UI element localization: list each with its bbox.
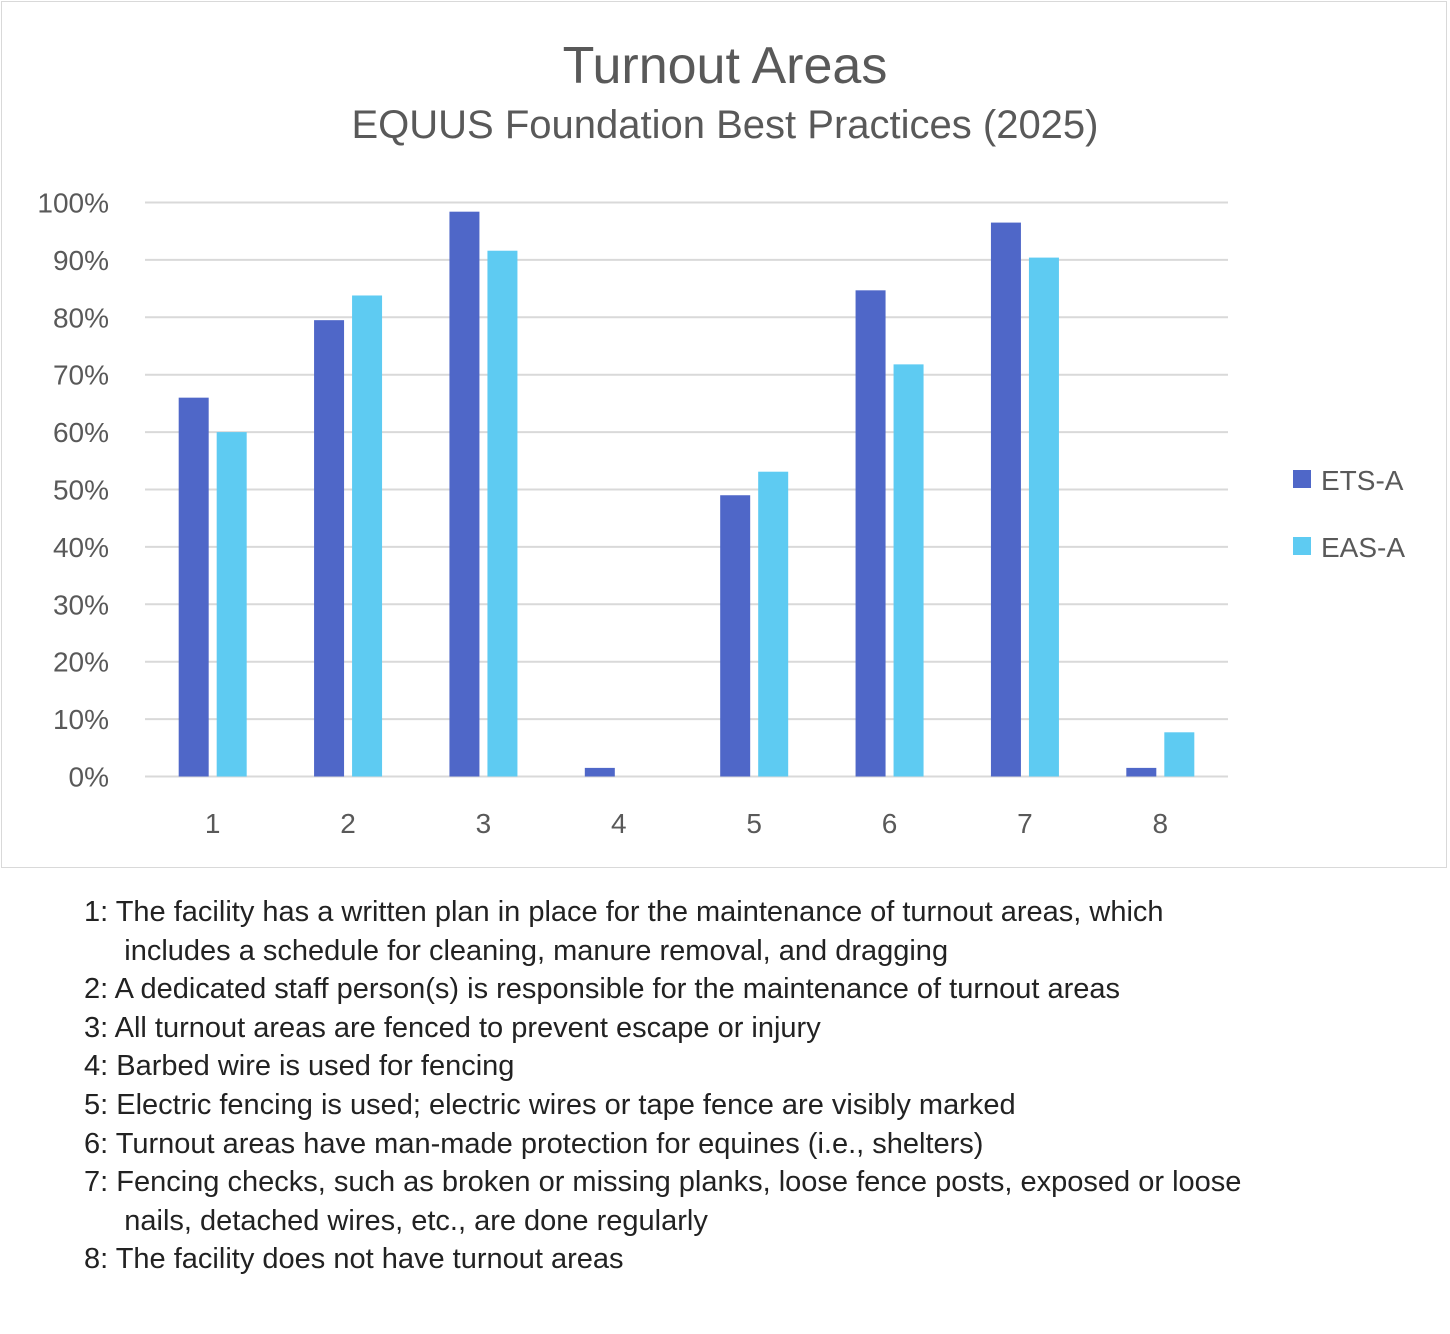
y-tick-label: 10% xyxy=(53,704,109,735)
note-2: 2: A dedicated staff person(s) is respon… xyxy=(84,973,1121,1006)
y-tick-label: 90% xyxy=(53,245,109,276)
x-tick-label: 1 xyxy=(205,808,221,839)
chart-subtitle: EQUUS Foundation Best Practices (2025) xyxy=(351,103,1099,147)
y-tick-label: 60% xyxy=(53,417,109,448)
bar-ets-a-2 xyxy=(314,320,345,777)
bar-eas-a-5 xyxy=(758,471,789,777)
bar-ets-a-1 xyxy=(178,397,209,777)
note-4: 4: Barbed wire is used for fencing xyxy=(84,1050,515,1083)
x-tick-label: 6 xyxy=(882,808,898,839)
y-tick-label: 70% xyxy=(53,360,109,391)
bar-eas-a-7 xyxy=(1028,257,1059,777)
chart-frame xyxy=(1,1,1447,868)
note-6: 6: Turnout areas have man-made protectio… xyxy=(84,1127,984,1160)
bar-ets-a-7 xyxy=(990,222,1021,777)
x-tick-label: 5 xyxy=(746,808,762,839)
note-3: 3: All turnout areas are fenced to preve… xyxy=(84,1011,821,1044)
bar-eas-a-1 xyxy=(216,432,247,777)
bar-ets-a-4 xyxy=(584,767,615,777)
bar-ets-a-5 xyxy=(720,495,751,777)
note-8: 8: The facility does not have turnout ar… xyxy=(84,1243,624,1276)
bar-ets-a-8 xyxy=(1126,767,1157,777)
bar-ets-a-3 xyxy=(449,211,480,777)
note-7: 7: Fencing checks, such as broken or mis… xyxy=(84,1166,1242,1237)
bar-eas-a-3 xyxy=(487,250,518,777)
x-tick-label: 4 xyxy=(611,808,627,839)
bar-ets-a-6 xyxy=(855,290,886,777)
legend-label: ETS-A xyxy=(1321,465,1404,496)
y-tick-label: 30% xyxy=(53,589,109,620)
bar-chart: 0% 10% 20% 30% 40% 50% 60% 70% 80% 90% 100% 1 2 3 4 5 6 7… xyxy=(37,188,1405,840)
category-notes: 1: The facility has a written plan in pl… xyxy=(84,893,1241,1279)
y-tick-label: 40% xyxy=(53,532,109,563)
y-tick-label: 20% xyxy=(53,647,109,678)
x-tick-label: 2 xyxy=(340,808,356,839)
legend-swatch-ets-a xyxy=(1293,470,1311,488)
x-tick-label: 7 xyxy=(1017,808,1033,839)
bar-eas-a-2 xyxy=(352,295,383,777)
note-1: 1: The facility has a written plan in pl… xyxy=(84,896,1164,967)
y-tick-label: 80% xyxy=(53,302,109,333)
y-tick-label: 0% xyxy=(69,762,109,793)
x-tick-label: 8 xyxy=(1153,808,1169,839)
legend-swatch-eas-a xyxy=(1293,537,1311,555)
x-tick-label: 3 xyxy=(476,808,492,839)
y-tick-label: 100% xyxy=(37,188,109,219)
legend-label: EAS-A xyxy=(1321,532,1405,563)
y-tick-label: 50% xyxy=(53,475,109,506)
chart-title: Turnout Areas xyxy=(562,37,888,95)
bar-eas-a-8 xyxy=(1164,732,1195,777)
note-5: 5: Electric fencing is used; electric wi… xyxy=(84,1088,1016,1121)
bar-eas-a-6 xyxy=(893,364,924,777)
